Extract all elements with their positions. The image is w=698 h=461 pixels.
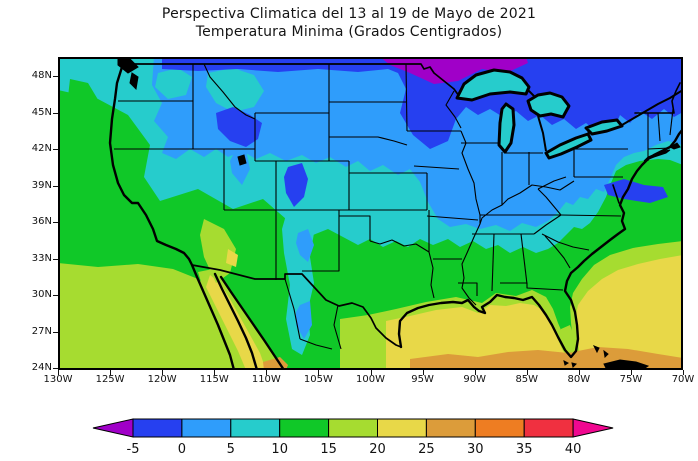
colorbar-segment--5-to-0 bbox=[132, 418, 183, 438]
colorbar-tick-5: 5 bbox=[227, 442, 235, 457]
lat-tick bbox=[53, 368, 58, 369]
map-canvas bbox=[58, 57, 683, 370]
colorbar-segment-5-to-10 bbox=[230, 418, 281, 438]
lon-label-70W: 70W bbox=[671, 374, 695, 385]
great-lakes bbox=[455, 68, 624, 160]
lon-tick bbox=[162, 370, 164, 375]
lon-tick bbox=[58, 370, 59, 375]
lon-label-90W: 90W bbox=[463, 374, 486, 385]
lat-tick bbox=[53, 149, 58, 150]
lon-tick bbox=[422, 370, 424, 375]
lat-label-42N: 42N bbox=[31, 143, 52, 154]
colorbar-tick-15: 15 bbox=[320, 442, 337, 457]
lat-tick bbox=[53, 185, 58, 187]
lat-label-45N: 45N bbox=[31, 106, 52, 118]
colorbar-tick-20: 20 bbox=[369, 442, 386, 457]
temperature-field bbox=[58, 57, 683, 370]
temperature-colorbar: -5 0 5 10 15 20 25 30 35 40 bbox=[0, 413, 698, 461]
lon-tick bbox=[683, 370, 684, 375]
lon-tick bbox=[266, 370, 268, 375]
lat-tick bbox=[53, 76, 58, 77]
lat-label-48N: 48N bbox=[31, 70, 52, 81]
lat-tick bbox=[53, 331, 58, 333]
lon-label-115W: 115W bbox=[199, 374, 229, 385]
lon-label-75W: 75W bbox=[619, 374, 643, 385]
lat-tick bbox=[53, 222, 58, 223]
lat-label-27N: 27N bbox=[31, 325, 52, 337]
lon-tick bbox=[370, 370, 372, 375]
lon-tick bbox=[474, 370, 476, 375]
lon-label-120W: 120W bbox=[147, 374, 177, 385]
lon-label-85W: 85W bbox=[515, 374, 539, 385]
colorbar-tick-25: 25 bbox=[418, 442, 435, 457]
lon-tick bbox=[318, 370, 320, 375]
country-borders bbox=[128, 63, 460, 348]
colorbar-segment-10-to-15 bbox=[279, 418, 330, 438]
colorbar-tick-40: 40 bbox=[565, 442, 582, 457]
colorbar-segment-20-to-25 bbox=[377, 418, 427, 438]
colorbar-segment-25-to-30 bbox=[425, 418, 476, 438]
lon-label-130W: 130W bbox=[43, 374, 73, 385]
colorbar-tick--5: -5 bbox=[127, 442, 140, 457]
lon-label-80W: 80W bbox=[567, 374, 591, 385]
lat-label-24N: 24N bbox=[31, 362, 52, 373]
lon-label-95W: 95W bbox=[411, 374, 434, 385]
lat-label-30N: 30N bbox=[31, 289, 52, 300]
map-title: Perspectiva Climatica del 13 al 19 de Ma… bbox=[0, 5, 698, 41]
lon-tick bbox=[214, 370, 216, 375]
temperature-contour-map bbox=[58, 57, 683, 370]
title-line-1: Perspectiva Climatica del 13 al 19 de Ma… bbox=[161, 6, 537, 22]
lon-label-110W: 110W bbox=[251, 374, 281, 385]
colorbar-tick-30: 30 bbox=[467, 442, 484, 457]
lat-label-39N: 39N bbox=[31, 179, 52, 191]
colorbar-tick-10: 10 bbox=[271, 442, 288, 457]
lon-label-105W: 105W bbox=[303, 374, 333, 385]
lon-tick bbox=[526, 370, 528, 375]
title-line-2: Temperatura Minima (Grados Centigrados) bbox=[195, 24, 503, 40]
islands bbox=[117, 57, 681, 370]
colorbar-tick-35: 35 bbox=[516, 442, 533, 457]
lat-tick bbox=[53, 258, 58, 260]
lat-tick bbox=[53, 295, 58, 296]
colorbar-arrow-below-min bbox=[92, 418, 134, 438]
lat-label-33N: 33N bbox=[31, 252, 52, 264]
lon-label-100W: 100W bbox=[356, 374, 385, 385]
colorbar-segment-30-to-35 bbox=[474, 418, 525, 438]
lon-label-125W: 125W bbox=[95, 374, 125, 385]
coastlines bbox=[108, 57, 683, 370]
state-borders bbox=[114, 63, 674, 350]
colorbar-svg: -5 0 5 10 15 20 25 30 35 40 bbox=[92, 418, 614, 457]
lat-tick bbox=[53, 112, 58, 114]
lat-label-36N: 36N bbox=[31, 216, 52, 227]
lon-tick bbox=[110, 370, 112, 375]
colorbar-segment-15-to-20 bbox=[328, 418, 379, 438]
lon-tick bbox=[630, 370, 632, 375]
colorbar-arrow-above-max bbox=[572, 418, 614, 438]
colorbar-segment-35-to-40 bbox=[523, 418, 574, 438]
colorbar-tick-0: 0 bbox=[178, 442, 186, 457]
lon-tick bbox=[578, 370, 580, 375]
colorbar-segment-0-to-5 bbox=[181, 418, 232, 438]
map-frame-border bbox=[58, 57, 683, 370]
